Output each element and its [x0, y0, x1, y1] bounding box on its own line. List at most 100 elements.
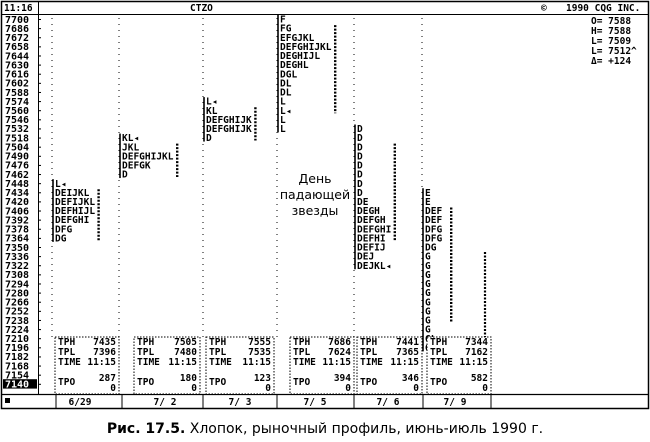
stat-tpo-label: TPO: [137, 377, 154, 388]
y-tick-label: 7532: [5, 124, 29, 135]
y-tick-label: 7518: [5, 133, 29, 144]
stat-tpo-extra: 0: [345, 383, 351, 394]
y-tick-mark: [39, 183, 41, 185]
y-tick-mark: [39, 247, 41, 248]
y-tick-mark: [39, 347, 41, 349]
stat-tph-label: TPH: [430, 337, 447, 348]
y-tick-mark: [39, 155, 41, 157]
tpo-row: L◂: [280, 106, 291, 117]
y-tick-mark: [39, 237, 41, 239]
stat-tph-value: 7435: [93, 337, 116, 348]
stat-tpl-label: TPL: [360, 347, 377, 358]
tpo-row: DL: [280, 78, 292, 89]
tpo-row: D: [357, 188, 363, 199]
stats-box: [54, 336, 120, 395]
stats-box: [356, 336, 423, 395]
y-tick-label: 7574: [5, 97, 29, 108]
y-tick-mark: [39, 365, 41, 367]
stat-tph-value: 7555: [248, 337, 271, 348]
stat-tpo-value: 582: [471, 373, 488, 384]
tpo-row: DEFIJKL: [55, 197, 95, 208]
y-tick-mark: [39, 46, 41, 48]
y-tick-mark: [39, 383, 41, 385]
tpo-row: DEFGHI: [55, 215, 89, 226]
stat-tpo-label: TPO: [293, 377, 310, 388]
y-tick-label: 7224: [5, 325, 29, 336]
y-axis: 7700768676727658764476307616760275887574…: [3, 15, 41, 391]
stat-time-label: TIME: [58, 357, 81, 368]
y-tick-mark: [39, 292, 41, 294]
stat-time-value: 11:15: [390, 357, 419, 368]
tpo-row: DEF: [425, 215, 442, 226]
stat-tpo-label: TPO: [58, 377, 75, 388]
tpo-row: DFG: [425, 224, 442, 235]
y-tick-label: 7168: [5, 361, 29, 372]
stat-tpo-value: 394: [334, 373, 351, 384]
y-tick-mark: [39, 210, 41, 212]
stat-tpl-label: TPL: [293, 347, 310, 358]
tpo-row: DEJKL◂: [357, 261, 391, 272]
stats-box: [133, 336, 201, 395]
y-tick-label: 7350: [5, 243, 29, 254]
tpo-row: EFGJKL: [280, 33, 315, 44]
stat-tph-value: 7686: [328, 337, 351, 348]
quote-change: Δ= +124: [591, 56, 631, 67]
tpo-row: JKL: [122, 142, 139, 153]
annotation-line-1: День: [299, 171, 332, 186]
stats-box: [426, 336, 492, 395]
session-4: DDDDDDDDDEDEGHDEFGHDEFGHIDEFHIDEFIJDEJDE…: [353, 18, 423, 395]
tpo-row: L◂: [206, 97, 217, 108]
y-tick-mark: [39, 164, 41, 166]
tpo-row: KL: [206, 106, 218, 117]
y-tick-label: 7504: [5, 142, 29, 153]
tpo-row: L: [280, 124, 286, 135]
header-copyright: 1990 CQG INC.: [566, 3, 640, 14]
y-tick-mark: [39, 374, 41, 376]
y-tick-mark: [39, 192, 41, 194]
y-tick-label: 7280: [5, 288, 29, 299]
stat-tpo-extra: 0: [191, 383, 197, 394]
x-date-label: 7/ 3: [229, 397, 252, 408]
tpo-row: DGL: [280, 69, 297, 80]
stat-tpl-label: TPL: [209, 347, 226, 358]
y-tick-mark: [39, 73, 41, 75]
x-axis-dates: 6/29 7/ 2 7/ 3 7/ 5 7/ 6 7/ 9: [5, 395, 492, 408]
y-tick-mark: [39, 82, 41, 84]
tpo-row: D: [357, 142, 363, 153]
y-tick-label: 7364: [5, 234, 29, 245]
stat-tpo-label: TPO: [360, 377, 377, 388]
tpo-row: DEFGH: [357, 215, 386, 226]
tpo-row: D: [357, 170, 363, 181]
y-tick-label: 7322: [5, 261, 29, 272]
tpo-row: DEGH: [357, 206, 380, 217]
stat-tpl-value: 7624: [328, 347, 351, 358]
tpo-row: DE: [357, 197, 369, 208]
header-time: 11:16: [4, 3, 33, 14]
tpo-row: G: [425, 325, 431, 336]
stat-tph-label: TPH: [209, 337, 226, 348]
y-tick-label: 7420: [5, 197, 29, 208]
y-tick-mark: [39, 256, 41, 258]
y-tick-label: 7392: [5, 215, 29, 226]
y-tick-label: 7490: [5, 152, 29, 163]
stat-tph-label: TPH: [137, 337, 154, 348]
tpo-row: KL◂: [122, 133, 139, 144]
tpo-row: E: [425, 197, 431, 208]
tpo-row: DEFGK: [122, 161, 151, 172]
y-tick-label: 7378: [5, 225, 29, 236]
stat-tpo-extra: 0: [413, 383, 419, 394]
tpo-row: G: [425, 316, 431, 327]
tpo-row: D: [357, 161, 363, 172]
header-symbol: CTZO: [190, 3, 213, 14]
tpo-row: D: [357, 179, 363, 190]
y-tick-mark: [39, 55, 41, 57]
y-tick-label: 7182: [5, 352, 29, 363]
tpo-row: G: [425, 297, 431, 308]
stat-tpo-extra: 0: [265, 383, 271, 394]
tpo-row: DEFGHIJK: [206, 124, 252, 135]
quote-high: H= 7588: [591, 26, 631, 37]
y-tick-mark: [39, 356, 41, 358]
tpo-row: DEFIJ: [357, 243, 386, 254]
x-date-label: 7/ 6: [377, 397, 400, 408]
x-date-label: 7/ 2: [154, 397, 177, 408]
